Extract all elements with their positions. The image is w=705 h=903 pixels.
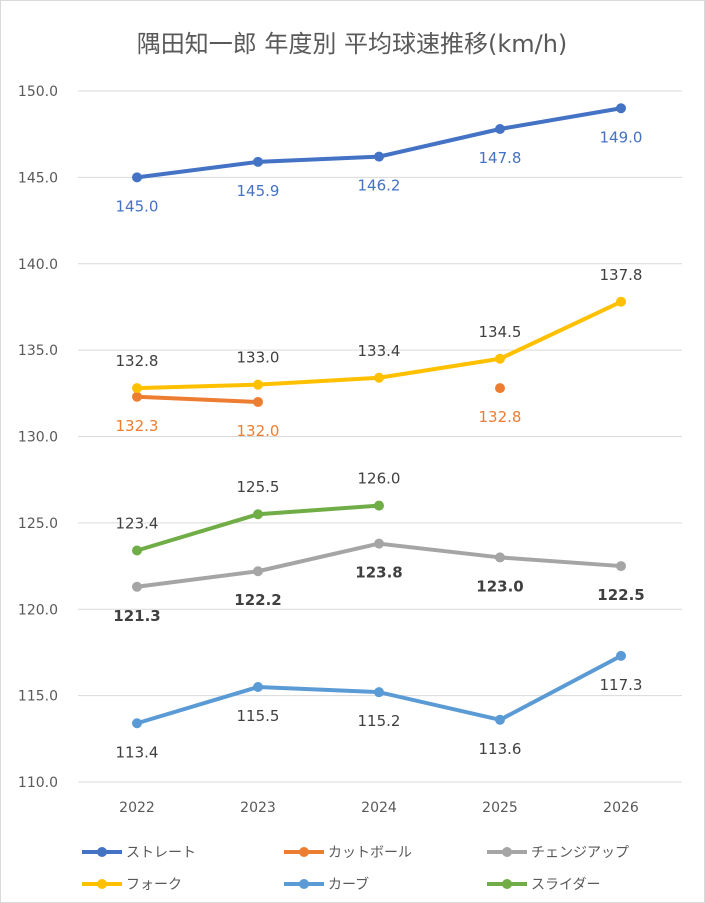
- data-point: [495, 552, 505, 563]
- legend-label: カットボール: [328, 845, 412, 861]
- data-label: 123.0: [476, 577, 523, 595]
- y-tick-label: 130.0: [18, 430, 58, 446]
- data-label: 132.8: [479, 408, 522, 426]
- y-tick-label: 135.0: [18, 343, 58, 359]
- data-label: 115.5: [237, 707, 280, 725]
- data-label: 147.8: [479, 149, 522, 167]
- data-label: 115.2: [358, 712, 401, 730]
- data-point: [616, 296, 626, 307]
- data-label: 133.0: [237, 349, 280, 367]
- legend-label: ストレート: [126, 845, 196, 861]
- data-point: [616, 103, 626, 114]
- y-tick-label: 140.0: [18, 257, 58, 273]
- data-point: [374, 538, 384, 549]
- data-point: [495, 124, 505, 135]
- x-tick-label: 2024: [361, 800, 397, 816]
- data-point: [253, 566, 263, 577]
- data-label: 145.9: [237, 182, 280, 200]
- data-label: 113.6: [479, 740, 522, 758]
- data-label: 137.8: [600, 266, 643, 284]
- data-label: 123.8: [355, 564, 402, 582]
- data-label: 132.0: [237, 422, 280, 440]
- data-label: 149.0: [600, 128, 643, 146]
- data-point: [253, 509, 263, 520]
- legend-label: チェンジアップ: [531, 845, 629, 861]
- data-label: 146.2: [358, 177, 401, 195]
- data-point: [495, 714, 505, 725]
- y-tick-label: 120.0: [18, 602, 58, 618]
- data-point: [132, 383, 142, 394]
- legend-marker: [299, 879, 309, 889]
- data-label: 122.2: [234, 591, 281, 609]
- data-point: [132, 391, 142, 402]
- chart-title: 隅田知一郎 年度別 平均球速推移(km/h): [137, 30, 568, 58]
- data-point: [495, 383, 505, 394]
- data-point: [616, 650, 626, 661]
- legend-label: カーブ: [328, 876, 369, 893]
- legend-marker: [97, 879, 107, 889]
- legend-marker: [502, 879, 512, 889]
- data-point: [495, 353, 505, 364]
- data-point: [616, 561, 626, 572]
- legend-marker: [299, 847, 309, 857]
- x-tick-label: 2023: [240, 800, 276, 816]
- y-tick-label: 150.0: [18, 84, 58, 100]
- data-point: [374, 500, 384, 511]
- data-label: 132.8: [116, 352, 159, 370]
- data-point: [374, 687, 384, 698]
- legend-marker: [97, 847, 107, 857]
- data-point: [132, 718, 142, 729]
- data-label: 134.5: [479, 323, 522, 341]
- data-label: 125.5: [237, 478, 280, 496]
- data-label: 121.3: [113, 607, 160, 625]
- x-tick-label: 2022: [119, 800, 155, 816]
- data-point: [253, 396, 263, 407]
- data-label: 132.3: [116, 417, 159, 435]
- data-point: [132, 581, 142, 592]
- data-label: 117.3: [600, 676, 643, 694]
- data-point: [132, 545, 142, 556]
- legend-label: フォーク: [126, 877, 182, 893]
- data-point: [253, 379, 263, 390]
- x-tick-label: 2025: [482, 800, 518, 816]
- data-label: 123.4: [116, 515, 159, 533]
- data-point: [132, 172, 142, 183]
- series-line-1: [135, 394, 260, 404]
- y-tick-label: 125.0: [18, 516, 58, 532]
- legend-label: スライダー: [531, 877, 600, 893]
- data-point: [374, 372, 384, 383]
- data-point: [374, 151, 384, 162]
- data-label: 126.0: [358, 470, 401, 488]
- y-tick-label: 110.0: [18, 775, 58, 791]
- data-label: 145.0: [116, 197, 159, 215]
- y-tick-label: 145.0: [18, 170, 58, 186]
- data-label: 122.5: [597, 586, 644, 604]
- data-point: [253, 681, 263, 692]
- x-tick-label: 2026: [603, 800, 639, 816]
- data-point: [253, 156, 263, 167]
- data-label: 113.4: [116, 743, 159, 761]
- y-tick-label: 115.0: [18, 689, 58, 705]
- legend-marker: [502, 847, 512, 857]
- data-label: 133.4: [358, 342, 401, 360]
- series-line-0: [135, 106, 623, 180]
